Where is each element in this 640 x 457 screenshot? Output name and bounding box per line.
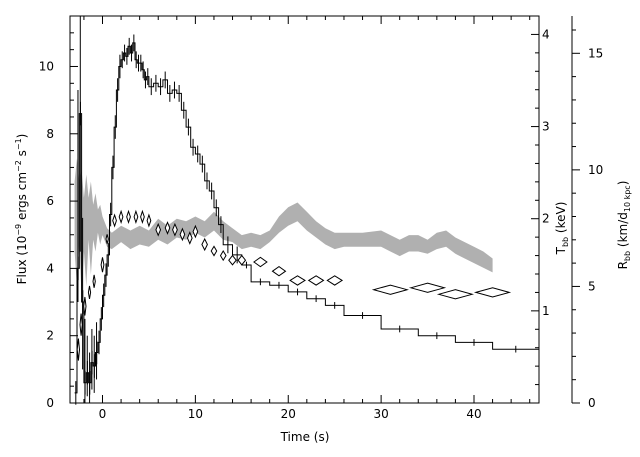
temperature-diamond (118, 209, 124, 224)
temperature-diamond (76, 338, 81, 361)
temperature-diamond (326, 275, 344, 286)
temperature-diamond (172, 222, 178, 237)
temperature-diamond (140, 209, 145, 224)
temperature-diamond (87, 285, 92, 299)
flux-tick-label: 8 (46, 127, 54, 141)
temperature-diamond (289, 275, 306, 286)
radius-tick-label: 5 (588, 279, 596, 293)
flux-tick-label: 4 (46, 261, 54, 275)
temperature-diamond (146, 213, 152, 228)
y-axis-title-flux: Flux (10−9 ergs cm−2 s−1) (14, 134, 29, 285)
flux-tick-label: 10 (39, 59, 54, 73)
temperature-diamond (179, 227, 186, 242)
x-tick-label: 20 (281, 407, 296, 421)
x-axis-title: Time (s) (280, 430, 330, 444)
temperature-tick-label: 2 (542, 212, 550, 226)
radius-tick-label: 10 (588, 163, 603, 177)
temperature-diamond (271, 265, 287, 277)
x-tick-label: 40 (466, 407, 481, 421)
temperature-diamond (155, 222, 162, 237)
x-tick-label: 10 (188, 407, 203, 421)
flux-tick-label: 2 (46, 329, 54, 343)
temperature-diamond (186, 231, 193, 245)
temperature-diamond (307, 275, 325, 286)
temperature-diamond (253, 256, 268, 268)
plot-frame (69, 15, 540, 404)
flux-step-line (74, 42, 539, 394)
radius-band-series (74, 158, 493, 299)
x-tick-label: 30 (373, 407, 388, 421)
y-axis-title-radius: Rbb (km/d10 kpc) (616, 181, 632, 270)
temperature-diamond (201, 237, 208, 252)
x-tick-label: 0 (99, 407, 107, 421)
temperature-diamond (192, 224, 199, 239)
temperature-diamond (105, 234, 109, 244)
temperature-diamond (210, 245, 218, 257)
temperature-diamond (228, 254, 237, 266)
temperature-diamond (126, 209, 131, 224)
radius-band (74, 158, 493, 299)
temperature-tick-label: 3 (542, 120, 550, 134)
temperature-diamond (112, 213, 117, 228)
y-axis-title-temperature: Tbb (keV) (554, 202, 570, 256)
flux-series (74, 16, 539, 405)
temperature-diamond (436, 289, 474, 300)
temperature-diamond (83, 296, 87, 316)
temperature-diamond (164, 221, 171, 235)
temperature-tick-label: 4 (542, 27, 550, 41)
temperature-tick-label: 1 (542, 304, 550, 318)
temperature-diamond (133, 209, 139, 224)
temperature-diamond (408, 282, 447, 293)
temperature-diamond (371, 284, 409, 295)
temperature-series (76, 209, 512, 361)
flux-tick-label: 6 (46, 194, 54, 208)
temperature-diamond (79, 313, 83, 336)
radius-tick-label: 0 (588, 396, 596, 410)
temperature-diamond (237, 254, 247, 266)
temperature-diamond (219, 250, 227, 262)
temperature-diamond (473, 287, 512, 298)
temperature-diamond (92, 274, 96, 288)
temperature-diamond (100, 257, 105, 273)
radius-tick-label: 15 (588, 46, 603, 60)
flux-tick-label: 0 (46, 396, 54, 410)
